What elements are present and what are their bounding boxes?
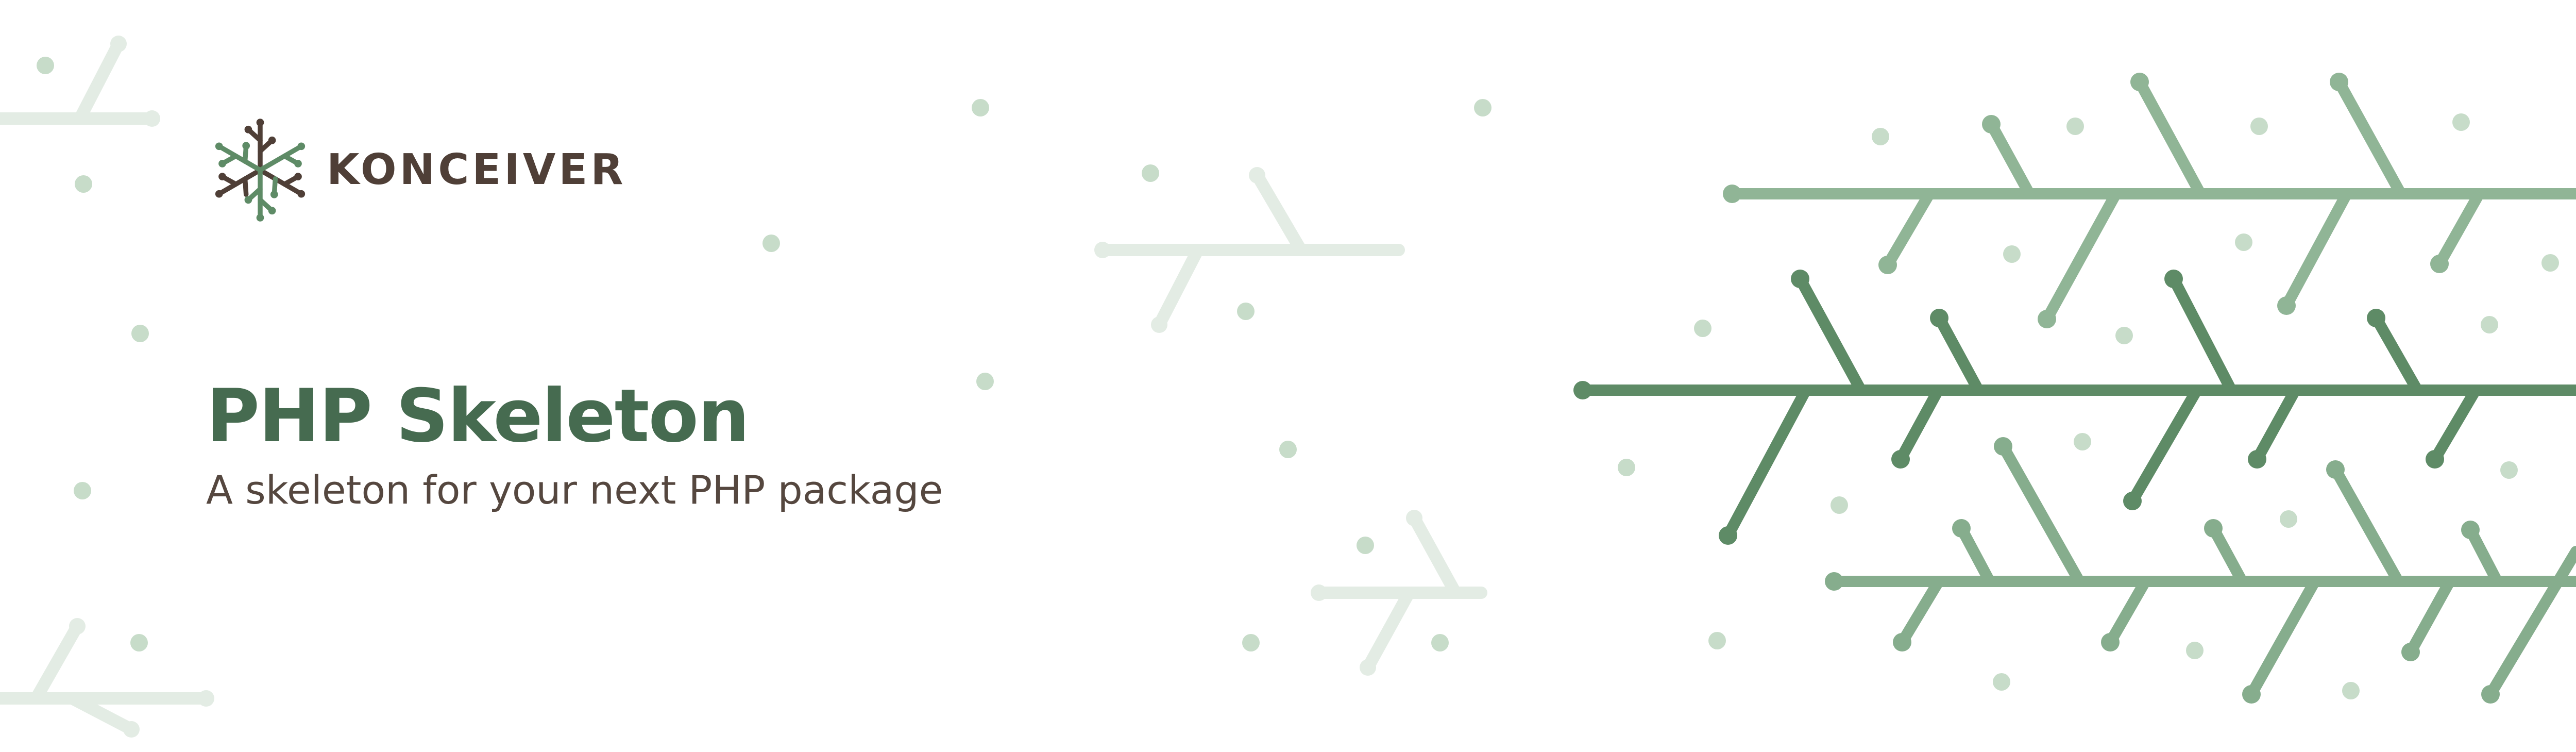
- faded-branch-bottom-left: [0, 618, 214, 738]
- page-title: PHP Skeleton: [206, 374, 750, 459]
- page-subtitle: A skeleton for your next PHP package: [206, 467, 943, 513]
- konceiver-snowflake-logo-icon: [215, 119, 306, 222]
- brand-lockup: KONCEIVER: [206, 116, 626, 224]
- scattered-dots: [37, 57, 2559, 699]
- faded-branch-middle-bottom: [1311, 510, 1487, 676]
- branch-trunk-bottom: [1828, 441, 2576, 700]
- branch-trunk-middle-nodes: [1573, 270, 2444, 545]
- brand-name: KONCEIVER: [327, 145, 626, 194]
- faded-branch-middle-top: [1094, 167, 1405, 333]
- branch-trunk-top-nodes: [1723, 73, 2449, 328]
- branch-trunk-middle: [1577, 273, 2576, 541]
- faded-branch-top-left: [0, 36, 160, 127]
- branch-trunk-bottom-nodes: [1825, 437, 2500, 704]
- branch-trunk-top: [1726, 76, 2576, 325]
